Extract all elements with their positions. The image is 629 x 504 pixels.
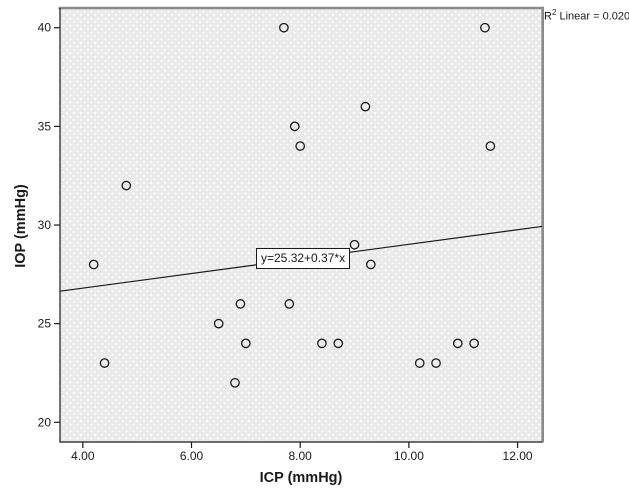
- r2-annotation-prefix: R: [544, 10, 552, 23]
- data-point: [289, 121, 300, 132]
- data-point: [480, 22, 490, 33]
- data-point: [230, 377, 240, 388]
- y-axis-title: IOP (mmHg): [13, 184, 29, 268]
- x-tick-label: 10.00: [394, 449, 424, 463]
- y-tick-label: 35: [38, 119, 52, 133]
- data-point: [360, 101, 371, 112]
- x-tick-label: 4.00: [71, 449, 95, 463]
- data-point: [469, 338, 479, 349]
- data-point: [317, 338, 327, 349]
- data-point: [333, 338, 344, 349]
- data-point: [295, 141, 306, 151]
- data-point: [414, 358, 425, 368]
- r2-annotation: R2 Linear = 0.020: [544, 8, 629, 23]
- plot-area: [60, 8, 542, 442]
- data-point: [121, 180, 132, 191]
- x-tick-label: 12.00: [503, 449, 533, 463]
- y-tick-label: 30: [38, 218, 52, 232]
- data-point: [213, 318, 224, 329]
- data-point: [240, 338, 251, 349]
- data-point: [349, 239, 360, 250]
- data-point: [279, 22, 289, 33]
- regression-equation-label: y=25.32+0.37*x: [256, 248, 351, 270]
- x-axis-title: ICP (mmHg): [259, 470, 343, 486]
- r2-annotation-superscript: 2: [551, 8, 557, 17]
- data-point: [284, 299, 295, 309]
- data-point: [365, 259, 376, 270]
- data-point: [452, 338, 463, 349]
- y-tick-label: 25: [38, 317, 52, 331]
- y-tick-label: 20: [38, 415, 52, 429]
- data-point: [485, 141, 496, 151]
- y-tick-label: 40: [38, 21, 52, 35]
- data-point: [235, 299, 246, 309]
- x-tick-label: 6.00: [180, 449, 204, 463]
- data-point: [88, 259, 99, 270]
- x-tick-label: 8.00: [289, 449, 313, 463]
- data-point: [99, 358, 110, 368]
- data-point: [431, 358, 441, 368]
- r2-annotation-text: Linear = 0.020: [556, 10, 629, 23]
